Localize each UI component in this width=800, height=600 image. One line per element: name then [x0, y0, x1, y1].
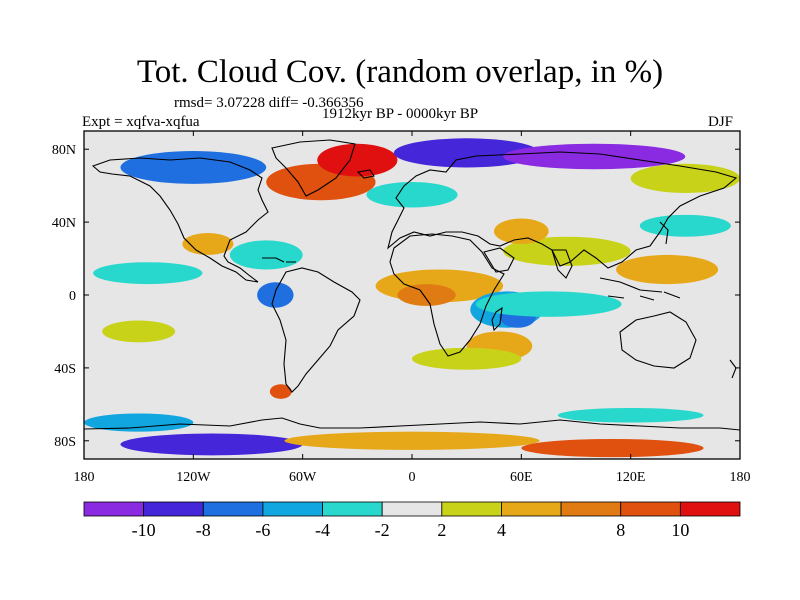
- colorbar-swatch: [620, 501, 681, 517]
- lat-tick-label: 0: [69, 289, 76, 304]
- colorbar-swatch: [381, 501, 443, 517]
- coastline-eurasia: [387, 151, 738, 269]
- coastline-greenland: [271, 139, 356, 197]
- plot-title: Tot. Cloud Cov. (random overlap, in %): [136, 54, 664, 90]
- anomaly-region: [229, 240, 303, 270]
- coastline-australia: [619, 311, 697, 369]
- anomaly-region: [102, 320, 176, 343]
- lon-tick-label: 0: [409, 470, 416, 485]
- coastline-madagascar: [491, 306, 503, 332]
- anomaly-region: [639, 214, 731, 237]
- colorbar-label: 4: [497, 520, 506, 540]
- stats-line: rmsd= 3.07228 diff= -0.366356: [174, 95, 364, 111]
- colorbar-swatch: [322, 501, 383, 517]
- colorbar-label: -6: [255, 520, 270, 540]
- lon-tick-label: 180: [730, 470, 751, 485]
- lat-tick-label: 80S: [54, 435, 76, 450]
- season-label: DJF: [708, 114, 734, 130]
- colorbar-label: -4: [315, 520, 330, 540]
- anomaly-region: [412, 347, 522, 370]
- anomaly-region: [397, 284, 456, 306]
- anomaly-region: [120, 433, 303, 456]
- anomaly-region: [84, 413, 194, 432]
- lon-tick-label: 180: [74, 470, 95, 485]
- anomaly-region: [317, 143, 398, 177]
- anomaly-region: [475, 291, 622, 317]
- colorbar-swatch: [679, 501, 741, 517]
- colorbar-label: 8: [616, 520, 625, 540]
- colorbar-label: 2: [437, 520, 446, 540]
- period-label: 1912kyr BP - 0000kyr BP: [322, 106, 479, 122]
- anomaly-region: [257, 282, 294, 308]
- axis-ticks: 180 120W 60W 0 60E 120E 180 80N 40N 0 40S 80S: [52, 131, 751, 485]
- anomaly-region: [269, 384, 292, 399]
- colorbar-label: -8: [196, 520, 211, 540]
- coastline-caribbean: [262, 257, 296, 263]
- anomaly-region: [521, 438, 704, 458]
- colorbar-swatch: [560, 501, 622, 517]
- colorbar-label: 10: [671, 520, 689, 540]
- experiment-label: Expt = xqfva-xqfua: [82, 114, 200, 130]
- lat-tick-label: 40S: [54, 362, 76, 377]
- coastline-japan: [659, 221, 669, 245]
- lon-tick-label: 60E: [510, 470, 533, 485]
- anomaly-region: [557, 407, 704, 423]
- anomaly-region: [503, 143, 686, 170]
- coastline-south-america: [271, 267, 361, 393]
- coastlines: [84, 139, 740, 431]
- colorbar-label: -2: [375, 520, 390, 540]
- coastline-se-asia-islands: [599, 277, 681, 301]
- anomaly-region: [616, 254, 719, 285]
- colorbar-swatch: [83, 501, 145, 517]
- colorbar-swatch: [143, 501, 204, 517]
- coastline-antarctica: [84, 417, 740, 431]
- colorbar-swatch: [441, 501, 502, 517]
- lat-tick-label: 40N: [52, 216, 76, 231]
- coastline-africa: [389, 233, 505, 357]
- lon-tick-label: 120W: [176, 470, 211, 485]
- colorbar-swatch: [501, 501, 562, 517]
- anomaly-region: [493, 218, 549, 244]
- anomaly-region: [93, 262, 203, 285]
- anomaly-region: [284, 431, 540, 450]
- anomaly-region: [366, 182, 458, 208]
- lon-tick-label: 60W: [289, 470, 317, 485]
- anomaly-region: [393, 138, 540, 168]
- lat-tick-label: 80N: [52, 143, 76, 158]
- colorbar-label: -10: [132, 520, 156, 540]
- colorbar-swatch: [262, 501, 323, 517]
- lon-tick-label: 120E: [616, 470, 646, 485]
- coastline-arabia-india: [483, 247, 573, 279]
- coastline-north-america: [91, 157, 269, 283]
- colorbar: -10 -8 -6 -4 -2 2 4 8 10: [83, 501, 741, 540]
- coastline-iceland: [356, 169, 375, 179]
- colorbar-swatch: [202, 501, 264, 517]
